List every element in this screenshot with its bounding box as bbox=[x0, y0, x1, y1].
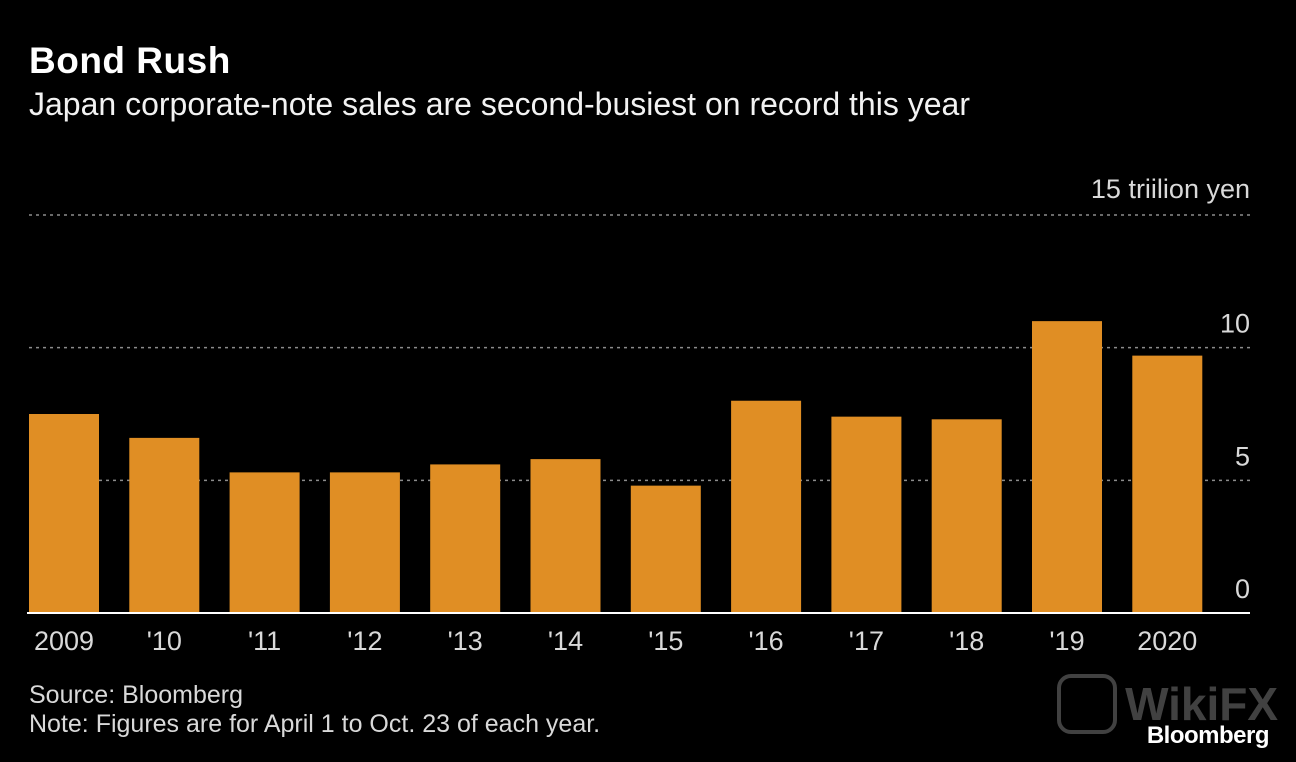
x-tick-label-17: '17 bbox=[849, 626, 884, 656]
x-tick-label-12: '12 bbox=[347, 626, 382, 656]
bar-19 bbox=[1032, 321, 1102, 613]
bloomberg-logo: Bloomberg bbox=[1146, 722, 1270, 749]
bar-2020 bbox=[1132, 355, 1203, 613]
y-axis-unit: triilion yen bbox=[1128, 174, 1250, 204]
bars bbox=[29, 321, 1203, 613]
x-tick-label-2009: 2009 bbox=[34, 626, 94, 656]
y-tick-value-15: 15 bbox=[1091, 174, 1129, 204]
bar-14 bbox=[530, 459, 601, 613]
chart-title: Bond Rush bbox=[29, 40, 231, 81]
bar-15 bbox=[630, 485, 701, 613]
x-tick-label-11: '11 bbox=[248, 626, 281, 656]
bar-2009 bbox=[29, 414, 99, 613]
footnote: Note: Figures are for April 1 to Oct. 23… bbox=[29, 710, 601, 738]
x-tick-label-18: '18 bbox=[949, 626, 984, 656]
watermark: WikiFX bbox=[1057, 674, 1278, 734]
bar-12 bbox=[329, 472, 400, 613]
x-tick-label-15: '15 bbox=[648, 626, 683, 656]
source-note: Source: Bloomberg bbox=[29, 681, 244, 709]
watermark-text: WikiFX bbox=[1125, 678, 1278, 730]
x-tick-label-14: '14 bbox=[548, 626, 583, 656]
bar-11 bbox=[229, 472, 300, 613]
y-tick-label-0: 0 bbox=[1235, 574, 1250, 604]
x-tick-label-2020: 2020 bbox=[1137, 626, 1197, 656]
bar-chart: 0 5 10 15 triilion yen 2009 '10 '11 '12 '13 '14 '1… bbox=[27, 174, 1250, 656]
bar-18 bbox=[931, 419, 1002, 613]
y-tick-label-5: 5 bbox=[1235, 441, 1250, 471]
tick-labels: 0 5 10 15 triilion yen 2009 '10 '11 '12 '13 '14 '1… bbox=[34, 174, 1250, 656]
watermark-logo-icon bbox=[1057, 674, 1118, 734]
x-tick-label-19: '19 bbox=[1049, 626, 1084, 656]
x-tick-label-10: '10 bbox=[147, 626, 182, 656]
y-tick-label-10: 10 bbox=[1220, 309, 1250, 339]
bar-13 bbox=[430, 464, 501, 613]
x-tick-label-16: '16 bbox=[749, 626, 784, 656]
chart-subtitle: Japan corporate-note sales are second-bu… bbox=[29, 86, 970, 122]
x-tick-label-13: '13 bbox=[448, 626, 483, 656]
bar-17 bbox=[831, 416, 902, 613]
y-tick-label-15: 15 triilion yen bbox=[1091, 174, 1250, 204]
bar-16 bbox=[731, 400, 802, 613]
bar-10 bbox=[129, 437, 200, 613]
